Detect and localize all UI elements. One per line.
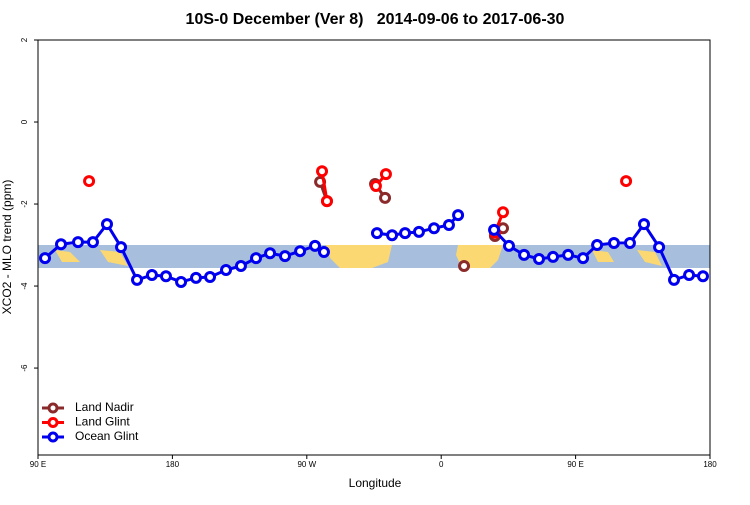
y-tick-label: -2 xyxy=(20,200,29,208)
point xyxy=(442,218,455,231)
point xyxy=(412,225,425,238)
point xyxy=(607,236,620,249)
legend-label: Land Nadir xyxy=(75,400,134,414)
point xyxy=(83,175,96,188)
point xyxy=(379,191,392,204)
point xyxy=(317,246,330,259)
point xyxy=(653,241,666,254)
point xyxy=(220,264,233,277)
point xyxy=(115,241,128,254)
point xyxy=(379,168,392,181)
point xyxy=(314,175,327,188)
point xyxy=(309,239,322,252)
x-axis-label: Longitude xyxy=(349,476,402,490)
point xyxy=(547,250,560,263)
point xyxy=(175,275,188,288)
point xyxy=(72,236,85,249)
point xyxy=(497,206,510,219)
point xyxy=(294,245,307,258)
point xyxy=(159,270,172,283)
x-tick-label: 180 xyxy=(166,460,180,469)
legend-marker xyxy=(47,431,59,443)
y-axis-label: XCO2 - MLO trend (ppm) xyxy=(0,180,14,315)
point xyxy=(668,273,681,286)
point xyxy=(399,227,412,240)
point xyxy=(533,252,546,265)
y-tick-label: 0 xyxy=(20,119,29,124)
x-tick-label: 90 E xyxy=(567,460,583,469)
point xyxy=(458,259,471,272)
point xyxy=(145,268,158,281)
x-tick-label: 0 xyxy=(439,460,444,469)
point xyxy=(518,248,531,261)
point xyxy=(591,239,604,252)
point xyxy=(264,247,277,260)
point xyxy=(488,223,501,236)
point xyxy=(683,268,696,281)
point xyxy=(386,229,399,242)
plot-frame xyxy=(37,39,711,456)
chart-title: 10S-0 December (Ver 8) 2014-09-06 to 201… xyxy=(186,11,565,28)
x-tick-label: 180 xyxy=(703,460,717,469)
x-tick-label: 90 W xyxy=(297,460,316,469)
point xyxy=(100,218,113,231)
point xyxy=(250,252,263,265)
point xyxy=(204,271,217,284)
point xyxy=(316,165,329,178)
series-line xyxy=(318,181,505,238)
point xyxy=(54,238,67,251)
point xyxy=(131,273,144,286)
x-tick-label: 90 E xyxy=(30,460,46,469)
point xyxy=(502,239,515,252)
series-line xyxy=(322,171,626,233)
legend-marker xyxy=(47,417,59,428)
point xyxy=(320,195,333,208)
point xyxy=(234,259,247,272)
legend-label: Land Glint xyxy=(75,415,130,429)
y-tick-label: -4 xyxy=(20,282,29,290)
point xyxy=(696,270,709,283)
point xyxy=(577,252,590,265)
point xyxy=(623,236,636,249)
point xyxy=(369,179,382,192)
point xyxy=(278,250,291,263)
point xyxy=(428,222,441,235)
y-tick-label: 2 xyxy=(20,37,29,42)
point xyxy=(562,248,575,261)
point xyxy=(39,252,52,265)
point xyxy=(370,227,383,240)
point xyxy=(86,236,99,249)
point xyxy=(452,209,465,222)
point xyxy=(620,175,633,188)
point xyxy=(637,218,650,231)
point xyxy=(189,271,202,284)
y-tick-label: -6 xyxy=(20,364,29,372)
legend-marker xyxy=(47,402,59,414)
legend-label: Ocean Glint xyxy=(75,429,139,443)
